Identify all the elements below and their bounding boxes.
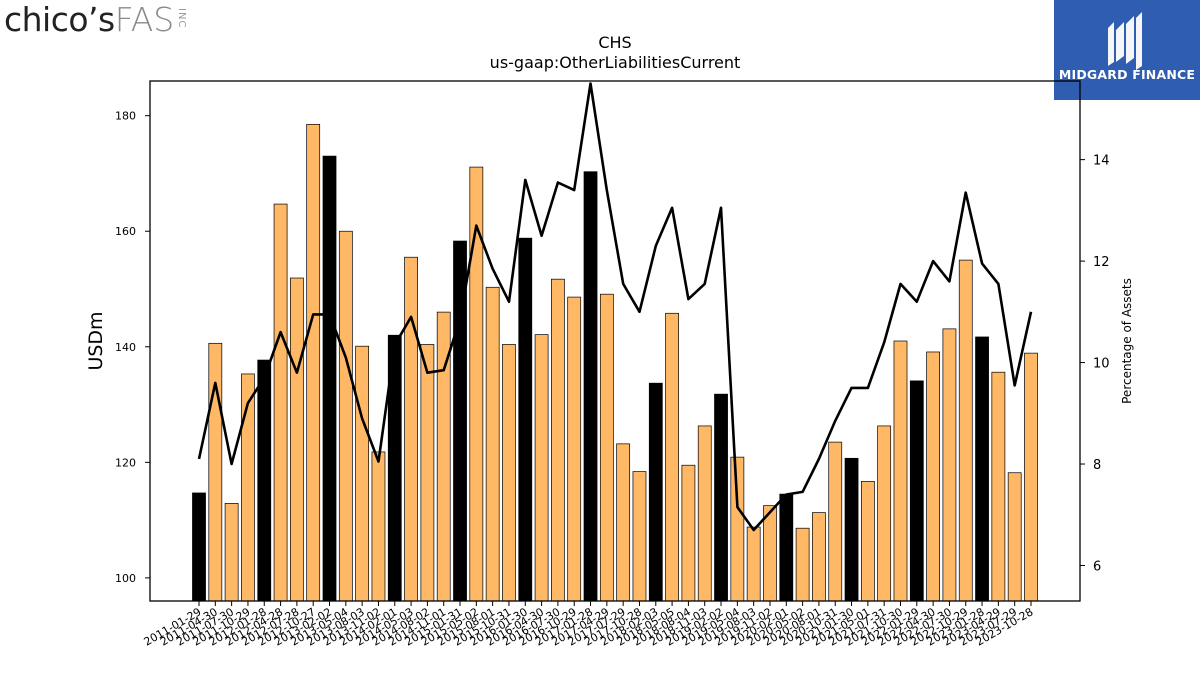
bar-2020-05-02 bbox=[795, 527, 810, 602]
bar-2018-11-03 bbox=[697, 425, 712, 602]
bar-2020-02-01 bbox=[779, 493, 794, 602]
y-axis-label: USDm bbox=[85, 311, 107, 370]
bar-2022-04-30 bbox=[926, 351, 940, 602]
logo-caption: MIDGARD FINANCE bbox=[1058, 67, 1196, 82]
bar-2012-10-27 bbox=[306, 123, 321, 602]
bar-2017-10-28 bbox=[632, 471, 647, 602]
x-axis: 2011-01-292011-04-302011-07-302011-10-29… bbox=[142, 601, 1036, 649]
bar-2019-02-02 bbox=[714, 393, 728, 602]
bar-2012-04-28 bbox=[273, 203, 288, 602]
bar-2011-10-29 bbox=[241, 373, 255, 602]
midgard-finance-logo: MIDGARD FINANCE bbox=[1054, 0, 1200, 100]
bar-2019-05-04 bbox=[730, 456, 745, 602]
bar-2021-10-30 bbox=[893, 340, 908, 602]
y-tick-label: 100 bbox=[115, 572, 136, 585]
y-tick-label: 120 bbox=[115, 456, 136, 469]
bar-2021-07-31 bbox=[877, 425, 892, 602]
bar-2022-10-29 bbox=[958, 259, 973, 602]
bar-2013-08-03 bbox=[355, 345, 370, 602]
bar-2013-11-02 bbox=[371, 451, 386, 602]
bar-2022-01-29 bbox=[909, 380, 924, 602]
chicos-fas-logo: chico’s FAS INC bbox=[4, 2, 187, 38]
y2-axis-label: Percentage of Assets bbox=[1120, 278, 1134, 404]
y-tick-label: 160 bbox=[115, 225, 136, 238]
bar-2020-08-01 bbox=[812, 512, 826, 602]
chart-title: CHS bbox=[598, 33, 631, 52]
bar-2018-02-03 bbox=[648, 382, 663, 602]
bar-2023-10-28 bbox=[1024, 352, 1038, 602]
y2-tick-label: 12 bbox=[1093, 255, 1110, 270]
plot-frame bbox=[149, 80, 1081, 602]
bar-2012-01-28 bbox=[257, 359, 272, 602]
bar-2023-04-29 bbox=[991, 371, 1006, 602]
bar-2018-08-04 bbox=[681, 464, 696, 602]
bar-2015-08-01 bbox=[485, 286, 500, 602]
bar-2016-10-29 bbox=[567, 296, 582, 602]
midgard-emblem-icon bbox=[1108, 12, 1142, 70]
bar-2011-01-29 bbox=[192, 492, 206, 602]
bar-2023-07-29 bbox=[1007, 472, 1022, 602]
y2-tick-label: 10 bbox=[1093, 357, 1110, 372]
bar-2020-10-31 bbox=[828, 441, 843, 602]
bar-2013-05-04 bbox=[338, 230, 353, 602]
chart-subtitle: us-gaap:OtherLiabilitiesCurrent bbox=[490, 53, 741, 72]
bar-2013-02-02 bbox=[322, 155, 337, 602]
bar-2019-11-02 bbox=[763, 505, 777, 602]
bar-2017-04-29 bbox=[599, 293, 614, 602]
bar-2022-07-30 bbox=[942, 328, 957, 602]
bar-2018-05-05 bbox=[665, 312, 679, 602]
y2-tick-label: 14 bbox=[1093, 154, 1110, 169]
bar-2015-10-31 bbox=[502, 344, 516, 602]
logo-tag-text: INC bbox=[176, 8, 188, 29]
bar-2017-01-28 bbox=[583, 171, 598, 602]
logo-brand-text: chico’s bbox=[4, 0, 115, 39]
bar-2021-01-30 bbox=[844, 457, 859, 602]
bar-2017-07-29 bbox=[616, 443, 631, 602]
bar-2014-08-02 bbox=[420, 344, 435, 602]
bar-2016-01-30 bbox=[518, 237, 533, 602]
y2-tick-label: 8 bbox=[1093, 458, 1101, 473]
bars-group bbox=[192, 123, 1038, 602]
y2-tick-label: 6 bbox=[1093, 559, 1101, 574]
bar-2019-08-03 bbox=[746, 526, 761, 602]
bar-2023-01-28 bbox=[975, 336, 989, 602]
y-axis-right: 6 8 10 12 14 bbox=[1080, 154, 1110, 574]
logo-sub-text: FAS bbox=[114, 0, 175, 39]
bar-2016-07-30 bbox=[551, 278, 565, 602]
line-group bbox=[197, 82, 1033, 532]
bar-2016-04-30 bbox=[534, 334, 549, 602]
bar-2014-05-03 bbox=[404, 256, 418, 602]
bar-2012-07-28 bbox=[290, 277, 304, 602]
y-tick-label: 180 bbox=[115, 110, 136, 123]
percentage-line bbox=[197, 82, 1033, 532]
y-axis-left: 100 120 140 160 180 bbox=[115, 110, 150, 585]
bar-2011-07-30 bbox=[224, 503, 239, 602]
bar-2021-05-01 bbox=[860, 481, 875, 602]
y-tick-label: 140 bbox=[115, 341, 136, 354]
